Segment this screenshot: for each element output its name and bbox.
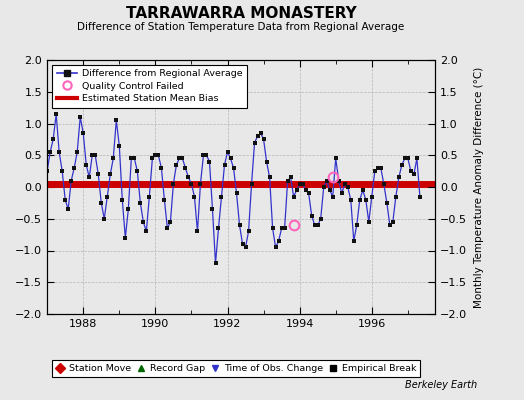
Legend: Station Move, Record Gap, Time of Obs. Change, Empirical Break: Station Move, Record Gap, Time of Obs. C…: [52, 360, 420, 376]
Y-axis label: Monthly Temperature Anomaly Difference (°C): Monthly Temperature Anomaly Difference (…: [474, 66, 484, 308]
Text: Berkeley Earth: Berkeley Earth: [405, 380, 477, 390]
Text: Difference of Station Temperature Data from Regional Average: Difference of Station Temperature Data f…: [78, 22, 405, 32]
Text: TARRAWARRA MONASTERY: TARRAWARRA MONASTERY: [126, 6, 356, 21]
